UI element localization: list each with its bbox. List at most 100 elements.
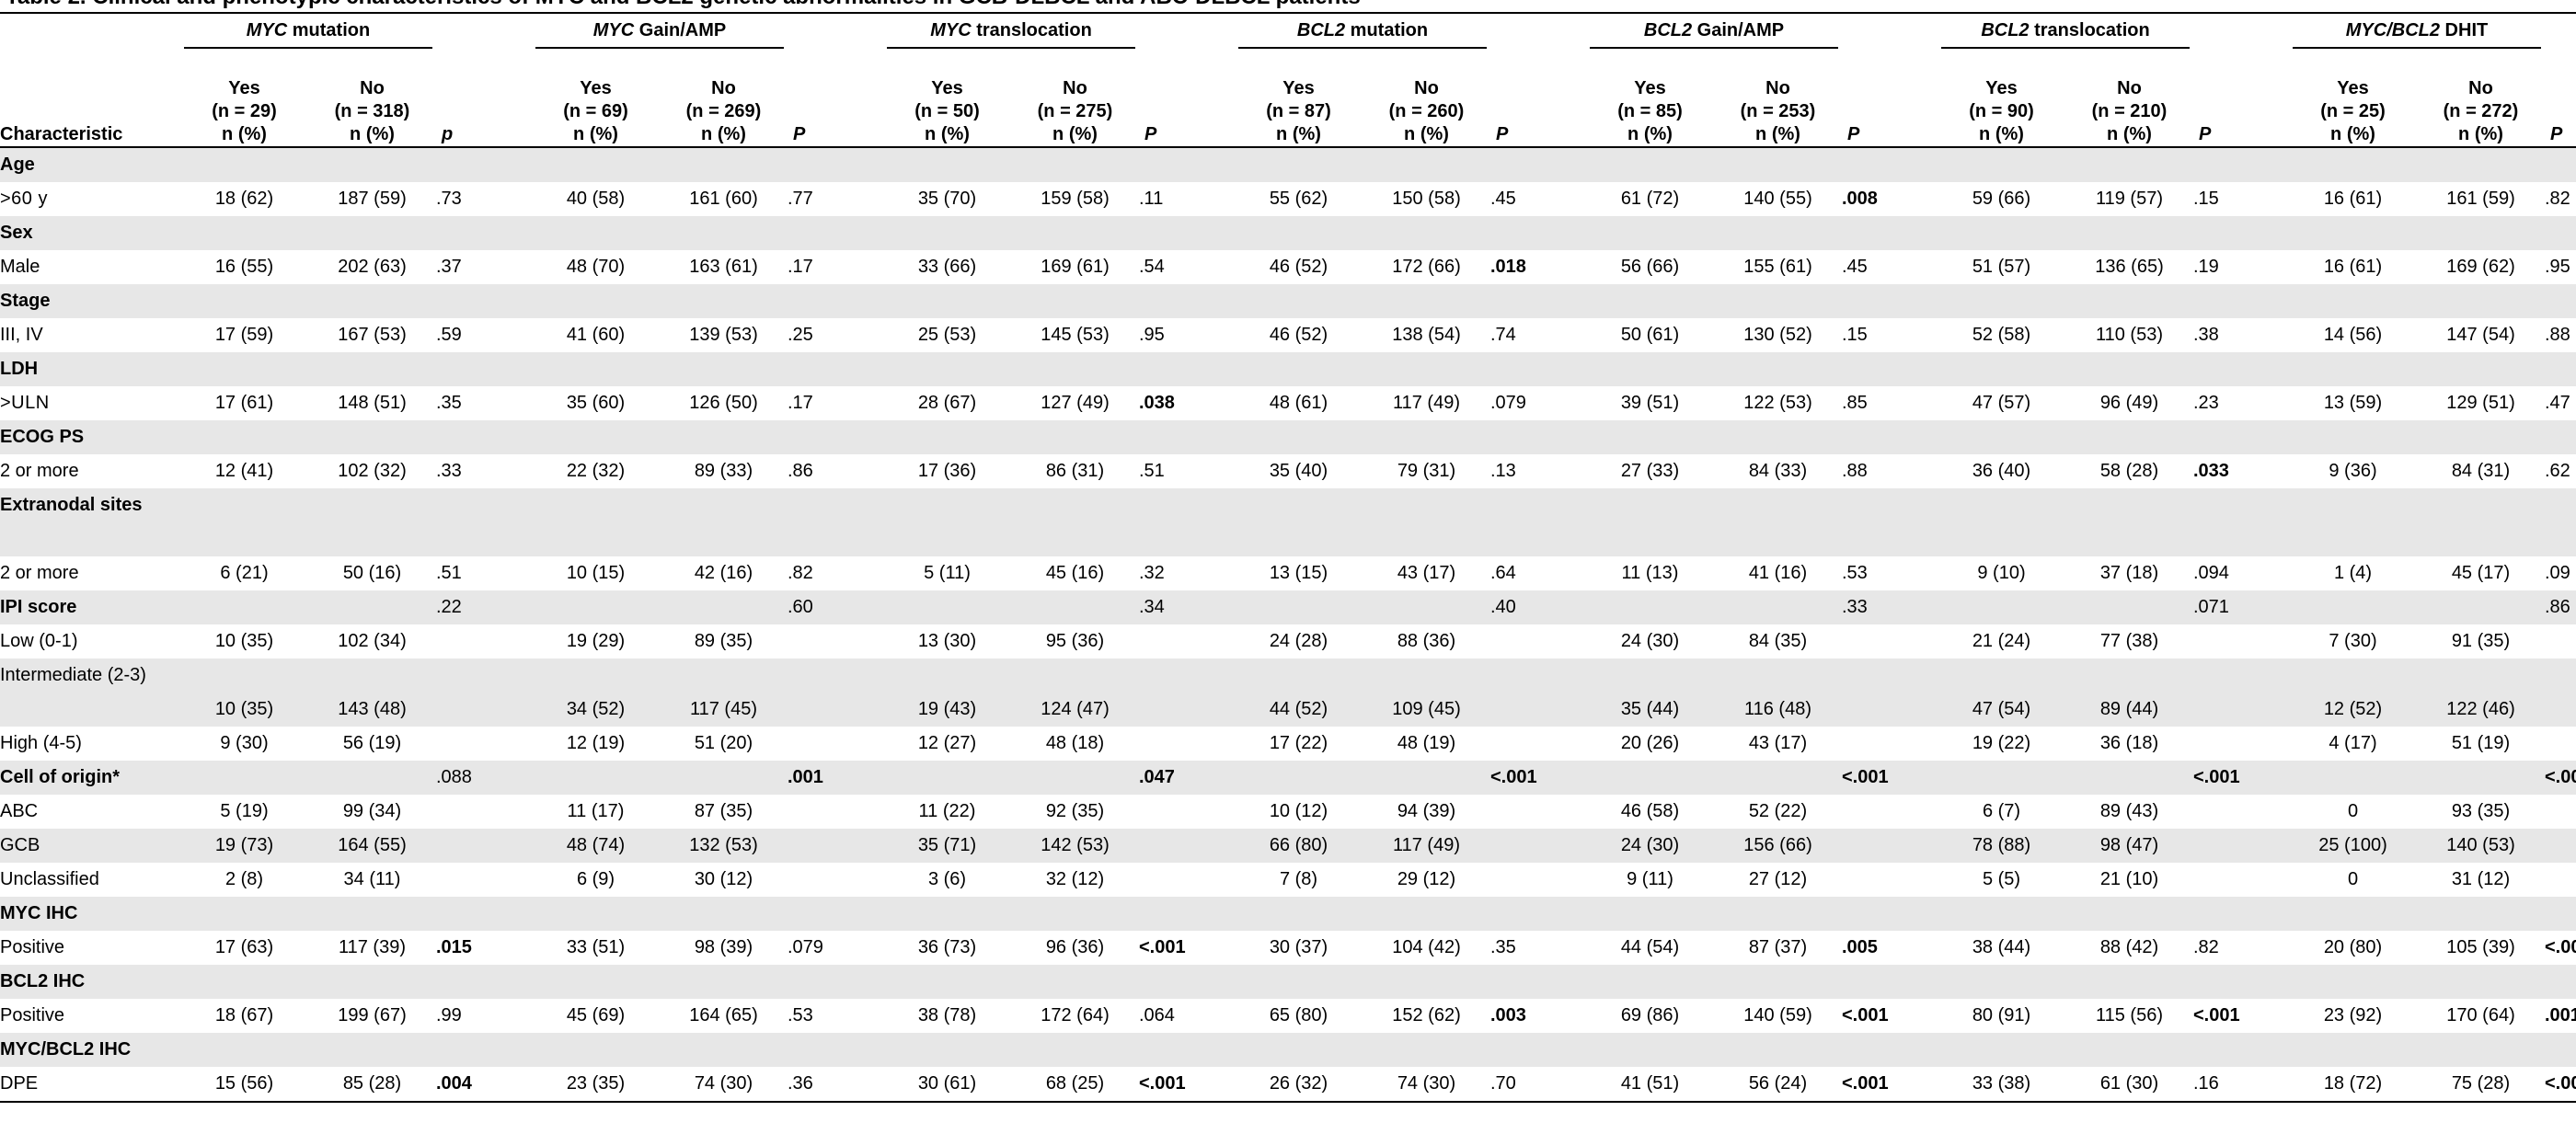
yes-value: 51 (57) xyxy=(1972,257,2031,277)
no-value: 58 (28) xyxy=(2099,461,2159,481)
yes-unit: n (%) xyxy=(1627,124,1673,144)
yes-value: 35 (44) xyxy=(1586,659,1714,727)
group-gene: MYC xyxy=(592,19,635,40)
no-value: 104 (42) xyxy=(1392,937,1461,957)
yes-value: 25 (100) xyxy=(2289,829,2417,863)
group-header: BCL2 translocation xyxy=(1938,14,2193,54)
yes-unit: n (%) xyxy=(2330,124,2375,144)
p-value: .35 xyxy=(436,393,462,413)
no-value xyxy=(2065,420,2193,454)
p-value xyxy=(2545,284,2576,318)
no-value xyxy=(1011,897,1139,931)
no-value xyxy=(660,897,788,931)
yes-value: 44 (54) xyxy=(1620,937,1680,957)
row-label: Unclassified xyxy=(0,869,99,889)
yes-unit: n (%) xyxy=(1979,124,2024,144)
yes-value xyxy=(532,352,660,386)
no-value: 105 (39) xyxy=(2446,937,2515,957)
yes-value: 13 (15) xyxy=(1269,563,1328,583)
no-count: (n = 269) xyxy=(685,101,762,121)
yes-column-header: Yes (n = 25) n (%) xyxy=(2289,54,2417,147)
yes-value xyxy=(1938,147,2065,182)
yes-value: 38 (78) xyxy=(917,1005,977,1025)
no-value: 102 (32) xyxy=(338,461,407,481)
p-value: <.001 xyxy=(1490,761,1586,795)
p-value xyxy=(1842,420,1938,454)
no-value xyxy=(660,216,788,250)
yes-value xyxy=(532,590,660,624)
yes-column-header: Yes (n = 29) n (%) xyxy=(180,54,308,147)
no-value xyxy=(1363,761,1490,795)
yes-value xyxy=(1235,761,1363,795)
p-value: .45 xyxy=(1490,189,1516,209)
p-value xyxy=(1842,624,1938,659)
yes-label: Yes xyxy=(931,78,963,98)
no-value xyxy=(1363,352,1490,386)
yes-value xyxy=(1235,897,1363,931)
p-value xyxy=(788,659,883,727)
yes-value: 65 (80) xyxy=(1269,1005,1328,1025)
yes-value xyxy=(1586,965,1714,999)
yes-value xyxy=(1938,965,2065,999)
yes-value xyxy=(532,284,660,318)
yes-value xyxy=(180,1033,308,1067)
p-value xyxy=(1139,284,1235,318)
no-value xyxy=(1363,1033,1490,1067)
no-value xyxy=(308,965,436,999)
table-row: ABC 5 (19) 99 (34) 11 (17) 87 (35) 11 (22) 92 … xyxy=(0,795,2576,829)
no-value: 87 (37) xyxy=(1748,937,1808,957)
p-value xyxy=(2193,795,2289,829)
no-label: No xyxy=(2117,78,2142,98)
p-value xyxy=(1490,488,1586,556)
no-value: 51 (19) xyxy=(2451,733,2511,753)
no-value: 61 (30) xyxy=(2099,1073,2159,1094)
no-value: 130 (52) xyxy=(1743,325,1812,345)
table-caption: Table 2. Clinical and phenotypic charact… xyxy=(0,0,2576,13)
no-column-header: No (n = 260) n (%) xyxy=(1363,54,1490,147)
p-value: .15 xyxy=(1842,325,1868,345)
yes-value xyxy=(180,147,308,182)
no-unit: n (%) xyxy=(2107,124,2152,144)
p-value-header: P xyxy=(793,124,806,144)
p-value: .59 xyxy=(436,325,462,345)
yes-value xyxy=(180,897,308,931)
p-value xyxy=(2545,727,2576,761)
p-value: .001 xyxy=(788,761,883,795)
p-value xyxy=(788,147,883,182)
yes-value: 16 (61) xyxy=(2323,189,2383,209)
group-gene: BCL2 xyxy=(1643,19,1693,40)
p-value: .16 xyxy=(2193,1073,2219,1094)
no-value: 99 (34) xyxy=(342,801,402,821)
yes-value: 46 (52) xyxy=(1269,257,1328,277)
no-value: 74 (30) xyxy=(1397,1073,1456,1094)
yes-column-header: Yes (n = 87) n (%) xyxy=(1235,54,1363,147)
yes-value: 46 (52) xyxy=(1269,325,1328,345)
p-value xyxy=(788,829,883,863)
section-row: Cell of origin* .088 .001 .047 <.001 <.001 <.0… xyxy=(0,761,2576,795)
table-row: >60 y 18 (62) 187 (59) .73 40 (58) 161 (60) .7… xyxy=(0,182,2576,216)
p-value: .33 xyxy=(436,461,462,481)
yes-value xyxy=(1938,1033,2065,1067)
p-value xyxy=(788,624,883,659)
no-value: 89 (43) xyxy=(2099,801,2159,821)
yes-value: 5 (5) xyxy=(1982,869,2021,889)
yes-value xyxy=(883,284,1011,318)
row-label: >60 y xyxy=(0,189,48,209)
yes-value xyxy=(1235,1033,1363,1067)
group-suffix: mutation xyxy=(287,19,371,40)
p-value xyxy=(1139,624,1235,659)
yes-value xyxy=(2289,897,2417,931)
p-value xyxy=(2193,863,2289,897)
yes-value xyxy=(1235,352,1363,386)
yes-value: 18 (62) xyxy=(214,189,274,209)
no-unit: n (%) xyxy=(1755,124,1800,144)
yes-value xyxy=(532,965,660,999)
yes-value: 35 (70) xyxy=(917,189,977,209)
p-value: .82 xyxy=(788,563,813,583)
p-value: .36 xyxy=(788,1073,813,1094)
no-value xyxy=(1011,761,1139,795)
no-value: 117 (45) xyxy=(660,659,788,727)
yes-value: 6 (7) xyxy=(1982,801,2021,821)
p-value xyxy=(1842,284,1938,318)
p-value xyxy=(1490,420,1586,454)
